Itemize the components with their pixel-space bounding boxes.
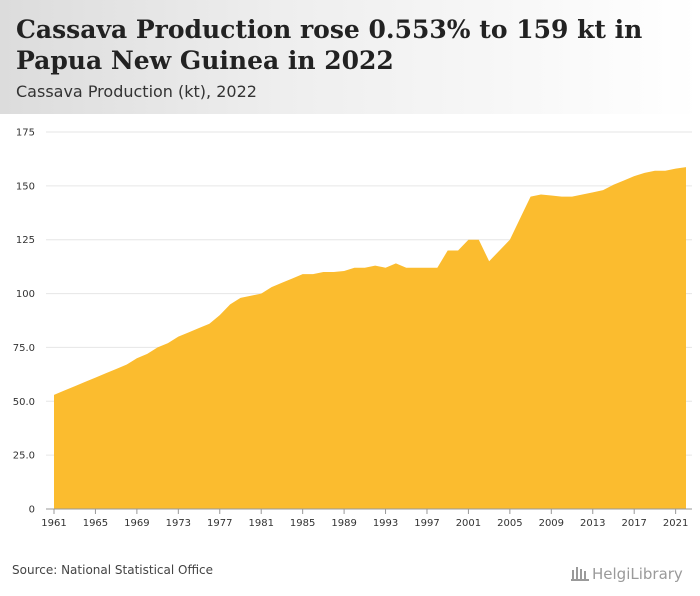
- x-tick-label: 1961: [41, 518, 66, 529]
- y-tick-label: 175: [16, 128, 35, 139]
- chart-subtitle: Cassava Production (kt), 2022: [16, 82, 257, 101]
- x-tick-label: 1993: [373, 518, 398, 529]
- x-tick-label: 2017: [621, 518, 646, 529]
- chart-header: Cassava Production rose 0.553% to 159 kt…: [0, 0, 700, 114]
- x-tick-label: 1985: [290, 518, 315, 529]
- logo-text: HelgiLibrary: [592, 565, 683, 583]
- x-axis: 1961 1965 1969 1973 1977 1981 1985 1989 1993 1997…: [41, 508, 692, 529]
- x-tick-label: 1969: [124, 518, 149, 529]
- x-tick-label: 1997: [414, 518, 439, 529]
- x-tick-label: 1973: [166, 518, 191, 529]
- x-tick-label: 1965: [83, 518, 108, 529]
- x-tick-label: 2009: [539, 518, 564, 529]
- x-tick-label: 2021: [663, 518, 688, 529]
- library-building-icon: [571, 567, 589, 581]
- y-axis: 0 25.0 50.0 75.0 100 125 150 175: [13, 128, 35, 516]
- y-tick-label: 50.0: [13, 397, 35, 408]
- x-tick-label: 1989: [331, 518, 356, 529]
- x-tick-label: 1977: [207, 518, 232, 529]
- x-tick-label: 2005: [497, 518, 522, 529]
- helgi-library-logo: HelgiLibrary: [571, 565, 683, 583]
- y-tick-label: 100: [16, 289, 35, 300]
- x-tick-label: 1981: [248, 518, 273, 529]
- y-tick-label: 150: [16, 181, 35, 192]
- y-tick-label: 125: [16, 235, 35, 246]
- y-tick-label: 25.0: [13, 451, 35, 462]
- chart-title: Cassava Production rose 0.553% to 159 kt…: [16, 15, 643, 75]
- production-area: [54, 167, 686, 510]
- y-tick-label: 75.0: [13, 343, 35, 354]
- y-tick-label: 0: [29, 505, 35, 516]
- source-note: Source: National Statistical Office: [12, 563, 214, 577]
- x-tick-label: 2001: [456, 518, 481, 529]
- x-tick-label: 2013: [580, 518, 605, 529]
- series-area: [54, 167, 686, 510]
